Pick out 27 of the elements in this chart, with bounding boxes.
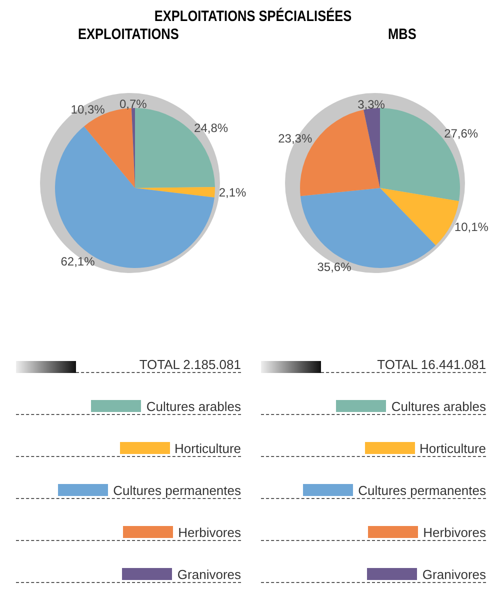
text: TOTAL 16.441.081 — [321, 357, 486, 373]
legend-label: Horticulture — [420, 441, 486, 456]
legend-label: Herbivores — [423, 525, 486, 540]
chart-subtitle: EXPLOITATIONS — [78, 26, 179, 43]
data-label: 27,6% — [444, 126, 478, 141]
pie-slice — [364, 108, 380, 188]
legend-label: Cultures permanentes — [358, 483, 486, 498]
data-label: 2,1% — [218, 185, 247, 200]
pie-slice — [135, 186, 215, 198]
legend-label: Horticulture — [174, 441, 241, 456]
chart-title: EXPLOITATIONS SPÉCIALISÉES — [153, 8, 353, 26]
data-label: 0,7% — [119, 97, 148, 112]
data-label: 10,3% — [70, 102, 106, 117]
legend-label: Granivores — [177, 567, 241, 582]
legend-label: Granivores — [422, 567, 486, 582]
legend-label: Cultures arables — [146, 399, 241, 414]
text: TOTAL 2.185.081 — [76, 357, 241, 373]
data-label: 24,8% — [194, 121, 228, 136]
legend-label: Herbivores — [178, 525, 241, 540]
data-label: 10,1% — [454, 220, 489, 234]
chart-subtitle: MBS — [388, 26, 416, 43]
data-label: 62,1% — [60, 254, 96, 269]
data-label: 35,6% — [317, 260, 352, 274]
legend-label: Cultures arables — [391, 399, 486, 414]
legend-label: Cultures permanentes — [113, 483, 241, 498]
data-label: 3,3% — [358, 97, 386, 112]
data-label: 23,3% — [278, 131, 312, 146]
